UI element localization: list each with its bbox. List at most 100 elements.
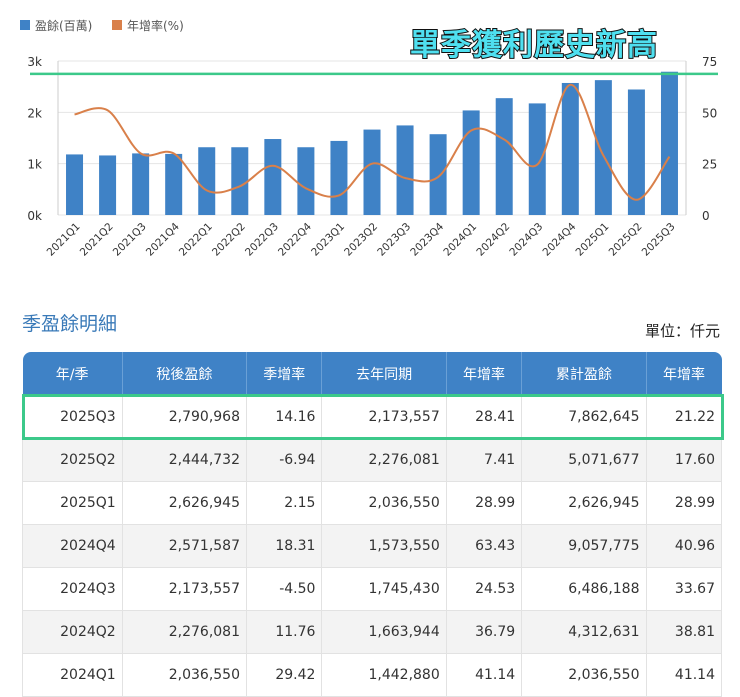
bar: [264, 139, 282, 215]
bar: [198, 147, 216, 215]
y-right-tick: 25: [702, 158, 717, 172]
x-tick: 2023Q3: [375, 221, 413, 259]
bar: [297, 147, 315, 215]
table-cell: 14.16: [246, 395, 323, 439]
table-cell: 28.99: [645, 481, 723, 525]
y-right-tick: 0: [702, 209, 710, 223]
bar: [462, 110, 480, 215]
bar: [165, 153, 183, 215]
x-tick: 2025Q2: [607, 221, 645, 259]
table-cell: 2,036,550: [321, 481, 447, 525]
table-cell: 24.53: [445, 567, 523, 611]
table-cell: 7.41: [445, 438, 523, 482]
bar: [561, 82, 579, 215]
table-cell: 41.14: [645, 653, 723, 697]
headline: 單季獲利歷史新高: [409, 27, 658, 64]
bar: [429, 134, 447, 215]
bar: [396, 125, 414, 215]
legend-label: 盈餘(百萬): [35, 18, 92, 33]
table-row: 2024Q4 2,571,587 18.31 1,573,550 63.43 9,057,…: [22, 524, 723, 568]
earnings-table: 年/季 稅後盈餘 季增率 去年同期 年增率 累計盈餘 年增率 2025Q3 2,790,968 1…: [22, 352, 723, 697]
table-cell: 1,663,944: [321, 610, 447, 654]
table-cell: 9,057,775: [521, 524, 647, 568]
x-tick: 2024Q2: [474, 221, 512, 259]
table-row: 2025Q1 2,626,945 2.15 2,036,550 28.99 2,626,9…: [22, 481, 723, 525]
section-title: 季盈餘明細: [22, 313, 118, 335]
table-row: 2024Q2 2,276,081 11.76 1,663,944 36.79 4,312,…: [22, 610, 723, 654]
table-cell: 2,626,945: [121, 481, 248, 525]
x-tick: 2024Q3: [507, 221, 545, 259]
bar: [495, 98, 513, 215]
table-row: 2025Q3 2,790,968 14.16 2,173,557 28.41 7,862,…: [22, 395, 723, 439]
x-tick: 2023Q1: [309, 221, 347, 259]
table-cell: 2,173,557: [121, 567, 248, 611]
x-tick: 2022Q1: [177, 221, 215, 259]
table-row: 2024Q3 2,173,557 -4.50 1,745,430 24.53 6,486,…: [22, 567, 723, 611]
table-cell: 33.67: [645, 567, 723, 611]
table-row: 2024Q1 2,036,550 29.42 1,442,880 41.14 2,036,…: [22, 653, 723, 697]
column-header: 去年同期: [321, 352, 447, 396]
table-cell: 2024Q4: [22, 524, 123, 568]
yoy-line: [74, 83, 671, 201]
column-header: 年/季: [22, 352, 123, 396]
column-header: 累計盈餘: [521, 352, 647, 396]
table-cell: 41.14: [445, 653, 523, 697]
x-tick: 2021Q3: [111, 221, 149, 259]
x-tick: 2024Q4: [540, 220, 578, 258]
table-cell: 2,036,550: [121, 653, 248, 697]
table-cell: 2025Q2: [22, 438, 123, 482]
table-cell: 21.22: [645, 395, 723, 439]
table-cell: 17.60: [645, 438, 723, 482]
bar: [99, 155, 117, 215]
bar: [660, 71, 678, 215]
column-header: 年增率: [446, 352, 523, 396]
bar: [594, 80, 612, 215]
table-cell: 2,173,557: [321, 395, 447, 439]
bar: [627, 89, 645, 215]
unit-label: 單位：仟元: [644, 322, 720, 340]
table-cell: 2,276,081: [321, 438, 447, 482]
table-cell: 7,862,645: [521, 395, 647, 439]
column-header: 季增率: [246, 352, 323, 396]
table-cell: 36.79: [445, 610, 523, 654]
table-cell: 29.42: [246, 653, 323, 697]
table-cell: 1,442,880: [321, 653, 447, 697]
bar: [330, 140, 348, 215]
table-cell: 40.96: [645, 524, 723, 568]
table-cell: 2025Q3: [22, 395, 123, 439]
table-cell: 6,486,188: [521, 567, 647, 611]
y-left-tick: 2k: [27, 106, 42, 120]
bar: [132, 153, 150, 215]
bar: [528, 103, 546, 215]
column-header: 稅後盈餘: [122, 352, 248, 396]
table-cell: 63.43: [445, 524, 523, 568]
y-right-tick: 50: [702, 106, 717, 120]
y-left-tick: 1k: [27, 158, 42, 172]
y-left-tick: 0k: [27, 209, 42, 223]
table-cell: 2,571,587: [121, 524, 248, 568]
x-tick: 2023Q2: [342, 221, 380, 259]
table-cell: 2,276,081: [121, 610, 248, 654]
table-cell: 2024Q1: [22, 653, 123, 697]
table-cell: 18.31: [246, 524, 323, 568]
y-right-tick: 75: [702, 55, 717, 69]
table-cell: 2025Q1: [22, 481, 123, 525]
bar: [231, 147, 249, 215]
table-cell: 2024Q3: [22, 567, 123, 611]
table-cell: -6.94: [246, 438, 323, 482]
x-tick: 2024Q1: [441, 221, 479, 259]
legend-label: 年增率(%): [127, 18, 184, 33]
legend-swatch: [112, 20, 122, 30]
table-cell: 2.15: [246, 481, 323, 525]
table-cell: 2,444,732: [121, 438, 248, 482]
table-cell: 2,790,968: [121, 395, 248, 439]
x-tick: 2022Q3: [243, 221, 281, 259]
x-tick: 2022Q4: [276, 220, 314, 258]
table-cell: 1,573,550: [321, 524, 447, 568]
bar: [66, 154, 84, 215]
x-tick: 2021Q2: [78, 221, 116, 259]
table-cell: -4.50: [246, 567, 323, 611]
x-tick: 2021Q4: [144, 220, 182, 258]
table-cell: 2024Q2: [22, 610, 123, 654]
